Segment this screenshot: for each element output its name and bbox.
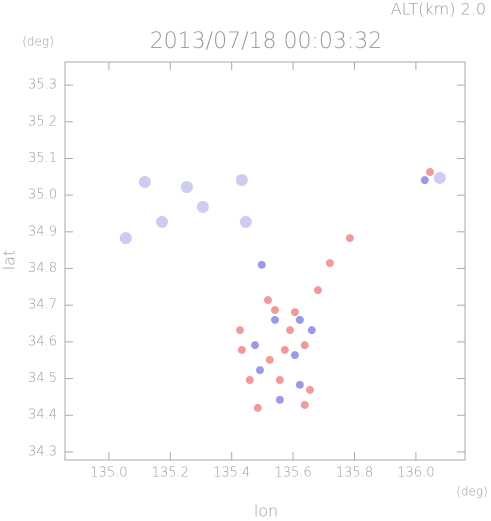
y-tick-label: 34.5 [28,371,57,386]
x-unit: (deg) [456,485,488,499]
point [196,200,209,213]
point [257,260,266,269]
point [235,174,248,187]
point [251,341,260,350]
point [255,366,264,375]
point [180,181,193,194]
point [290,308,299,317]
plot-frame [64,61,466,461]
point [263,296,272,305]
point [270,305,279,314]
point [426,168,435,177]
y-tick-label: 35.1 [28,151,57,166]
y-tick-label: 35.0 [28,188,57,203]
point [300,400,309,409]
y-tick-label: 34.7 [28,298,57,313]
point [275,376,284,385]
point [138,175,151,188]
x-axis-label: lon [254,502,278,521]
y-tick-label: 34.8 [28,261,57,276]
point [313,286,322,295]
point [325,259,334,268]
point [420,176,429,185]
chart-title: 2013/07/18 00:03:32 [150,29,383,54]
point [275,395,284,404]
point [307,326,316,335]
x-tick-label: 135.6 [274,466,311,481]
point [239,215,252,228]
y-tick-label: 34.9 [28,224,57,239]
y-axis-label: lat [0,250,19,271]
point [156,215,169,228]
y-tick-label: 35.3 [28,78,57,93]
point [265,355,274,364]
x-tick-label: 135.4 [213,466,250,481]
y-tick-label: 34.4 [28,408,57,423]
point [300,341,309,350]
point [290,351,299,360]
y-tick-label: 34.6 [28,334,57,349]
y-unit: (deg) [22,35,54,49]
point [280,345,289,354]
point [270,315,279,324]
y-tick-label: 35.2 [28,114,57,129]
point [253,403,262,412]
point [433,171,446,184]
y-tick-label: 34.3 [28,444,57,459]
chart-subtitle: ALT(km) 2.0 [391,0,486,19]
x-tick-label: 136.0 [397,466,434,481]
point [345,234,354,243]
point [235,326,244,335]
point [119,232,132,245]
x-tick-label: 135.2 [152,466,189,481]
x-tick-label: 135.0 [90,466,127,481]
point [295,315,304,324]
point [286,326,295,335]
point [295,380,304,389]
point [305,385,314,394]
point [245,376,254,385]
x-tick-label: 135.8 [336,466,373,481]
point [237,345,246,354]
